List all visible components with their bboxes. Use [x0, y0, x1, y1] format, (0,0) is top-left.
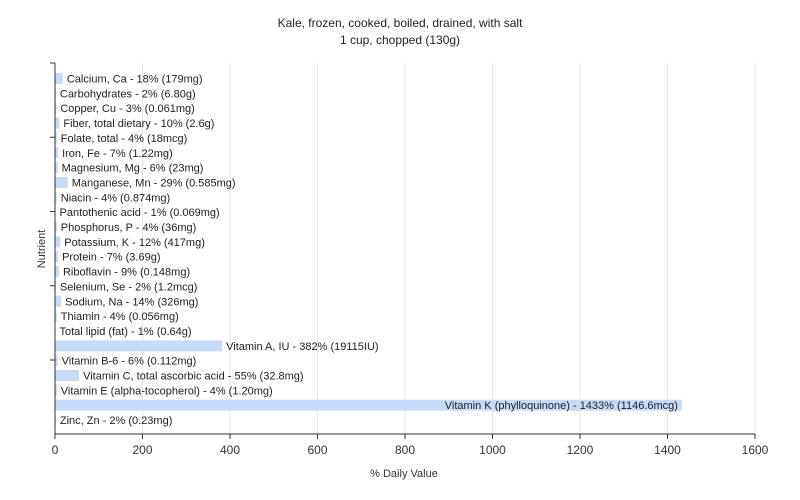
x-tick-label: 1000: [479, 443, 506, 457]
bar-label: Vitamin K (phylloquinone) - 1433% (1146.…: [445, 400, 678, 412]
bar: [55, 236, 61, 248]
bar-label: Folate, total - 4% (18mcg): [61, 133, 188, 145]
bar: [55, 310, 57, 322]
bar-label: Pantothenic acid - 1% (0.069mg): [60, 207, 220, 219]
bar: [55, 295, 62, 307]
bar-label: Selenium, Se - 2% (1.2mcg): [60, 281, 198, 293]
bar: [55, 340, 223, 352]
bar: [55, 147, 59, 159]
bar: [55, 132, 57, 144]
chart-subtitle: 1 cup, chopped (130g): [340, 33, 460, 47]
bar-label: Copper, Cu - 3% (0.061mg): [60, 103, 195, 115]
bar: [55, 399, 682, 411]
bar-label: Riboflavin - 9% (0.148mg): [63, 267, 190, 279]
bar-label: Vitamin B-6 - 6% (0.112mg): [62, 356, 197, 368]
bar: [55, 370, 80, 381]
bar: [55, 221, 57, 233]
bar-label: Niacin - 4% (0.874mg): [61, 192, 170, 204]
bar-label: Protein - 7% (3.69g): [62, 252, 160, 264]
bar-label: Potassium, K - 12% (417mg): [64, 237, 205, 249]
bar: [55, 117, 60, 129]
bar-label: Phosphorus, P - 4% (36mg): [61, 222, 197, 234]
chart-title: Kale, frozen, cooked, boiled, drained, w…: [278, 16, 523, 30]
bar-label: Vitamin A, IU - 382% (19115IU): [226, 341, 378, 353]
bar: [55, 176, 68, 188]
bar-label: Manganese, Mn - 29% (0.585mg): [72, 177, 236, 189]
bar-label: Vitamin E (alpha-tocopherol) - 4% (1.20m…: [61, 385, 273, 397]
x-ticks: 0 200 400 600 800 1000 1200 1400 1600: [52, 434, 769, 457]
bars: Calcium, Ca - 18% (179mg) Carbohydrates -…: [55, 73, 682, 427]
bar-label: Iron, Fe - 7% (1.22mg): [62, 148, 173, 160]
x-tick-label: 1600: [742, 443, 769, 457]
bar: [55, 384, 57, 396]
bar-label: Carbohydrates - 2% (6.80g): [60, 88, 196, 100]
bar-label: Zinc, Zn - 2% (0.23mg): [60, 415, 172, 427]
grid-lines: [142, 63, 756, 434]
x-tick-label: 200: [132, 443, 152, 457]
x-tick-label: 800: [395, 443, 415, 457]
x-tick-label: 600: [307, 443, 327, 457]
bar: [55, 355, 58, 367]
bar-label: Sodium, Na - 14% (326mg): [65, 296, 198, 308]
bar: [55, 162, 58, 174]
bar-label: Magnesium, Mg - 6% (23mg): [62, 163, 204, 175]
bar: [55, 266, 59, 278]
x-tick-label: 1200: [567, 443, 594, 457]
bar: [55, 191, 57, 203]
y-axis-label: Nutrient: [36, 230, 48, 269]
x-axis-label: % Daily Value: [370, 468, 438, 480]
bar-label: Vitamin C, total ascorbic acid - 55% (32…: [83, 371, 304, 383]
bar: [55, 251, 59, 263]
x-tick-label: 0: [52, 443, 59, 457]
bar-label: Calcium, Ca - 18% (179mg): [67, 74, 203, 86]
bar: [55, 102, 57, 114]
bar: [55, 73, 63, 84]
bar-label: Total lipid (fat) - 1% (0.64g): [60, 326, 192, 338]
x-tick-label: 400: [220, 443, 240, 457]
x-tick-label: 1400: [654, 443, 681, 457]
bar-label: Fiber, total dietary - 10% (2.6g): [63, 118, 214, 130]
bar-label: Thiamin - 4% (0.056mg): [61, 311, 179, 323]
